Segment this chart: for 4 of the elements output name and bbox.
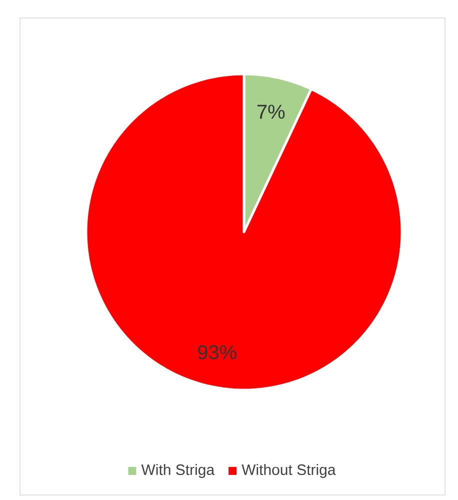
data-label: 93% (198, 345, 236, 360)
legend-label: With Striga (141, 464, 215, 478)
data-label: 7% (257, 104, 285, 119)
legend-label: Without Striga (242, 464, 336, 478)
